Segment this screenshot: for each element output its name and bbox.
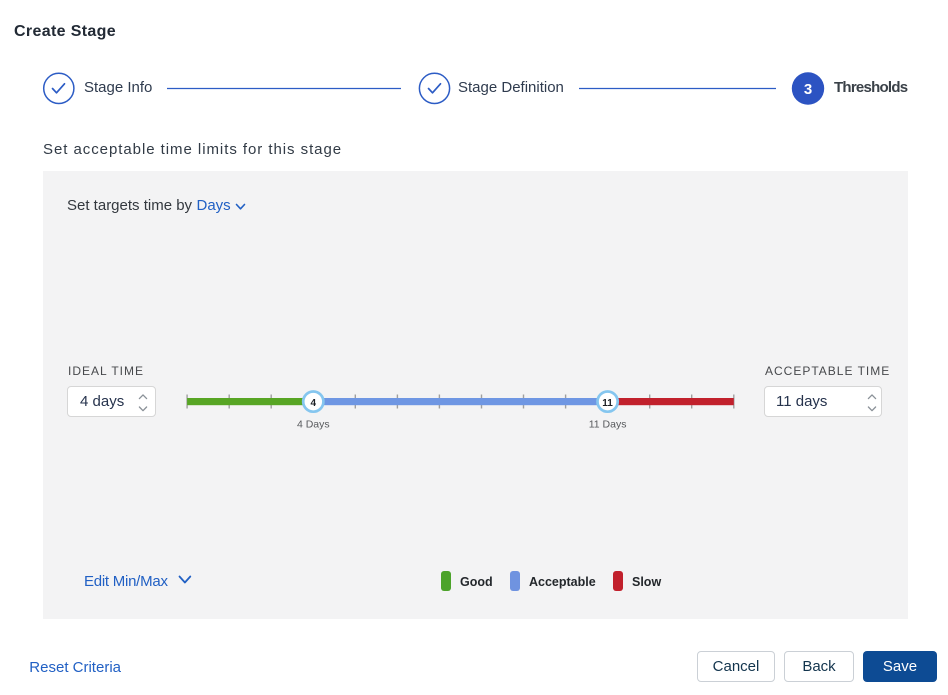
svg-text:4 Days: 4 Days <box>297 419 330 431</box>
svg-text:11 Days: 11 Days <box>589 419 627 431</box>
svg-text:11: 11 <box>602 398 613 409</box>
svg-text:4: 4 <box>311 398 317 409</box>
svg-text:3: 3 <box>804 81 812 98</box>
